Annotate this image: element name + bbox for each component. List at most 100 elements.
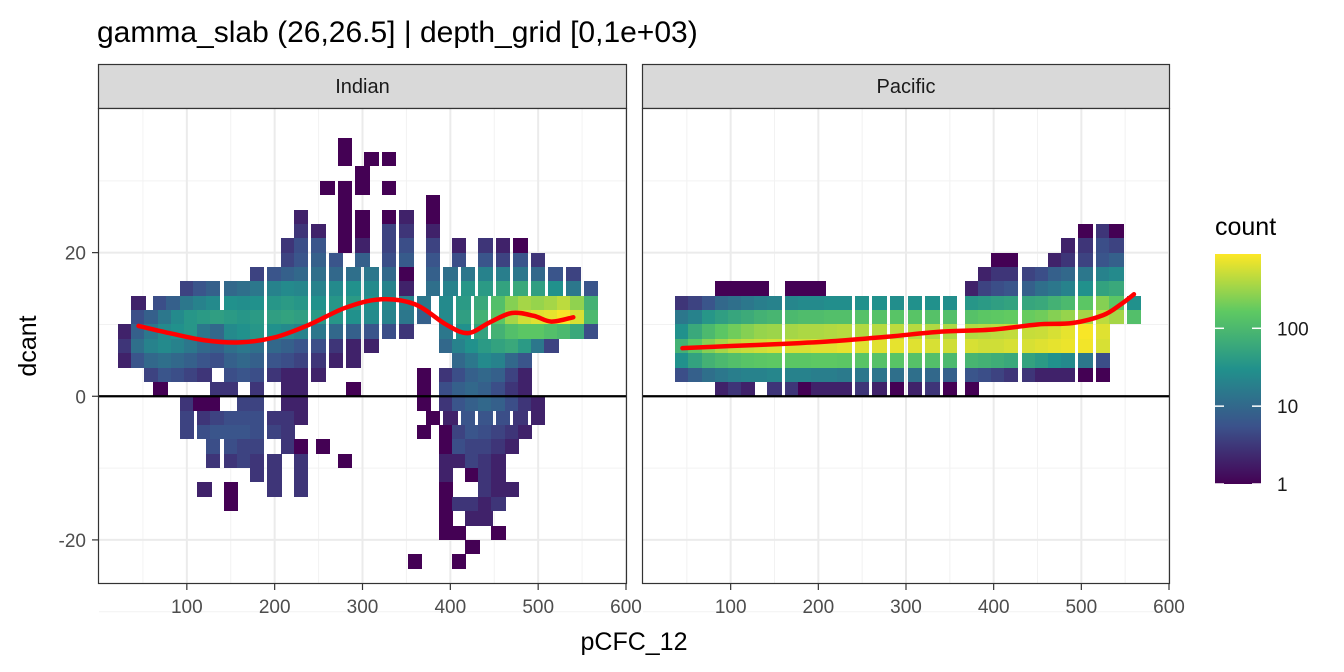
heatmap-tile	[267, 411, 282, 425]
heatmap-tile	[250, 296, 264, 310]
heatmap-tile	[294, 310, 308, 324]
strip-label-indian: Indian	[335, 76, 390, 98]
heatmap-tile	[491, 425, 506, 439]
heatmap-tile	[570, 324, 585, 339]
heatmap-tile	[382, 152, 396, 166]
heatmap-tile	[426, 210, 440, 224]
heatmap-tile	[855, 339, 869, 353]
heatmap-tile	[224, 310, 238, 324]
heatmap-tile	[544, 324, 559, 339]
heatmap-tile	[505, 368, 519, 382]
legend-ticks: 1 10 100	[1215, 319, 1309, 496]
heatmap-tile	[294, 368, 308, 382]
heatmap-tile	[478, 253, 493, 267]
heatmap-tile	[491, 396, 506, 411]
heatmap-tile	[728, 281, 742, 296]
heatmap-tile	[728, 296, 742, 310]
heatmap-tile	[767, 324, 782, 339]
heatmap-tile	[908, 382, 922, 396]
heatmap-tile	[311, 339, 326, 353]
heatmap-tile	[478, 482, 493, 497]
heatmap-tile	[439, 296, 453, 310]
heatmap-tile	[1004, 281, 1018, 296]
heatmap-tile	[1078, 339, 1093, 353]
heatmap-tile	[702, 310, 716, 324]
heatmap-tile	[250, 425, 264, 439]
heatmap-tile	[505, 382, 519, 396]
heatmap-tile	[1078, 267, 1093, 281]
heatmap-tile	[965, 310, 979, 324]
heatmap-tile	[925, 368, 940, 382]
heatmap-tile	[496, 281, 510, 296]
heatmap-tile	[943, 339, 957, 353]
heatmap-tile	[1096, 281, 1110, 296]
heatmap-tile	[329, 296, 343, 310]
heatmap-tile	[1061, 368, 1075, 382]
heatmap-tile	[224, 353, 238, 368]
heatmap-tile	[399, 267, 414, 281]
heatmap-tile	[281, 339, 295, 353]
heatmap-tile	[544, 296, 559, 310]
heatmap-tile	[399, 210, 414, 224]
heatmap-tile	[465, 468, 480, 482]
heatmap-tile	[531, 339, 545, 353]
heatmap-tile	[688, 368, 703, 382]
heatmap-tile	[1109, 281, 1124, 296]
heatmap-tile	[767, 353, 782, 368]
heatmap-tile	[426, 267, 440, 281]
heatmap-tile	[890, 382, 904, 396]
heatmap-tile	[518, 324, 532, 339]
heatmap-tile	[316, 439, 330, 454]
heatmap-tile	[144, 339, 159, 353]
heatmap-tile	[197, 482, 212, 497]
heatmap-tile	[785, 310, 799, 324]
heatmap-tile	[237, 396, 251, 411]
heatmap-tile	[965, 382, 979, 396]
y-tick-label: -20	[59, 531, 86, 552]
heatmap-tile	[584, 310, 598, 324]
heatmap-tile	[478, 439, 493, 454]
heatmap-tile	[798, 368, 812, 382]
heatmap-tile	[584, 324, 598, 339]
heatmap-tile	[224, 281, 238, 296]
heatmap-tile	[811, 281, 826, 296]
heatmap-tile	[496, 238, 510, 253]
heatmap-tile	[1035, 267, 1049, 281]
heatmap-tile	[531, 253, 545, 267]
heatmap-tile	[991, 339, 1005, 353]
heatmap-tile	[267, 310, 282, 324]
heatmap-tile	[478, 425, 493, 439]
heatmap-tile	[811, 368, 826, 382]
heatmap-tile	[311, 253, 326, 267]
heatmap-tile	[811, 324, 826, 339]
heatmap-tile	[688, 296, 703, 310]
heatmap-tile	[837, 324, 852, 339]
heatmap-tile	[754, 324, 769, 339]
heatmap-tile	[210, 310, 225, 324]
heatmap-tile	[1096, 296, 1110, 310]
heatmap-tile	[443, 281, 458, 296]
heatmap-tile	[798, 281, 812, 296]
heatmap-tile	[294, 353, 308, 368]
heatmap-tile	[166, 296, 181, 310]
heatmap-tile	[281, 253, 295, 267]
heatmap-tile	[237, 353, 251, 368]
heatmap-tile	[1004, 253, 1018, 267]
heatmap-tile	[872, 368, 887, 382]
heatmap-tile	[439, 368, 453, 382]
heatmap-tile	[184, 353, 198, 368]
heatmap-tile	[890, 368, 904, 382]
heatmap-tile	[584, 296, 598, 310]
y-axis-indian: -20 0 20	[59, 244, 98, 552]
heatmap-tile	[144, 353, 159, 368]
heatmap-tile	[925, 339, 940, 353]
heatmap-tile	[728, 382, 742, 396]
heatmap-tile	[452, 339, 466, 353]
heatmap-tile	[338, 238, 352, 253]
heatmap-tile	[1096, 253, 1110, 267]
heatmap-tile	[311, 281, 326, 296]
heatmap-tile	[131, 310, 146, 324]
x-tick-label-indian: 300	[347, 597, 379, 618]
heatmap-tile	[478, 497, 493, 511]
heatmap-tile	[250, 310, 264, 324]
